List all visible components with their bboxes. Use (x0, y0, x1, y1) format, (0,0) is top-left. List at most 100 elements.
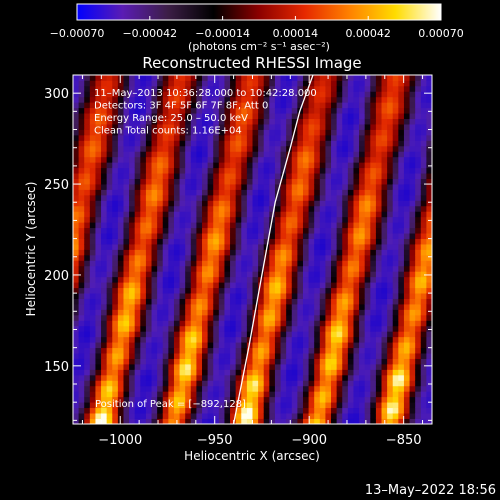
heatmap-cell (291, 151, 298, 158)
heatmap-cell (370, 107, 377, 114)
heatmap-cell (196, 80, 203, 87)
heatmap-cell (364, 227, 371, 234)
heatmap-cell (274, 374, 281, 381)
heatmap-cell (347, 162, 354, 169)
heatmap-cell (325, 124, 332, 130)
heatmap-cell (134, 194, 141, 201)
heatmap-cell (409, 385, 416, 392)
heatmap-cell (359, 113, 366, 120)
heatmap-cell (336, 380, 343, 387)
heatmap-cell (89, 293, 96, 299)
heatmap-cell (392, 189, 399, 196)
heatmap-cell (162, 374, 169, 381)
heatmap-cell (280, 184, 287, 190)
heatmap-cell (274, 391, 281, 398)
heatmap-cell (420, 287, 427, 294)
heatmap-cell (258, 293, 265, 299)
heatmap-cell (387, 358, 394, 365)
heatmap-cell (392, 380, 399, 387)
heatmap-cell (347, 205, 354, 212)
heatmap-cell (241, 336, 248, 343)
heatmap-cell (185, 353, 192, 359)
heatmap-cell (308, 189, 315, 196)
heatmap-cell (308, 200, 315, 207)
heatmap-cell (95, 282, 102, 289)
heatmap-cell (134, 102, 141, 109)
heatmap-cell (381, 233, 388, 239)
heatmap-cell (173, 113, 180, 120)
heatmap-cell (168, 358, 175, 365)
heatmap-cell (258, 211, 265, 218)
heatmap-cell (134, 254, 141, 261)
heatmap-cell (387, 189, 394, 196)
heatmap-cell (269, 96, 276, 103)
heatmap-cell (336, 336, 343, 343)
heatmap-cell (375, 331, 382, 338)
heatmap-cell (196, 413, 203, 419)
heatmap-cell (101, 113, 108, 120)
heatmap-cell (190, 331, 197, 338)
heatmap-cell (123, 325, 130, 332)
heatmap-cell (95, 385, 102, 392)
heatmap-cell (336, 413, 343, 419)
heatmap-cell (151, 276, 158, 283)
heatmap-cell (202, 391, 209, 398)
heatmap-cell (218, 118, 225, 125)
heatmap-cell (129, 75, 136, 81)
heatmap-cell (101, 75, 108, 81)
heatmap-cell (168, 304, 175, 310)
heatmap-cell (291, 222, 298, 229)
heatmap-cell (274, 145, 281, 152)
heatmap-cell (258, 342, 265, 349)
heatmap-cell (426, 80, 432, 87)
heatmap-cell (426, 320, 432, 327)
heatmap-cell (420, 167, 427, 174)
heatmap-cell (173, 260, 180, 267)
heatmap-cell (370, 184, 377, 190)
heatmap-cell (353, 211, 360, 218)
heatmap-cell (325, 184, 332, 190)
heatmap-cell (263, 364, 270, 370)
heatmap-cell (415, 85, 422, 92)
heatmap-cell (359, 211, 366, 218)
heatmap-cell (291, 374, 298, 381)
heatmap-cell (241, 85, 248, 92)
heatmap-cell (297, 85, 304, 92)
heatmap-cell (95, 314, 102, 321)
heatmap-cell (117, 178, 124, 185)
heatmap-cell (415, 385, 422, 392)
heatmap-cell (202, 276, 209, 283)
heatmap-cell (387, 385, 394, 392)
heatmap-cell (190, 276, 197, 283)
heatmap-cell (392, 418, 399, 424)
heatmap-cell (269, 75, 276, 81)
heatmap-cell (297, 211, 304, 218)
heatmap-cell (280, 173, 287, 180)
heatmap-cell (213, 282, 220, 289)
heatmap-cell (392, 107, 399, 114)
heatmap-cell (157, 156, 164, 163)
heatmap-cell (230, 156, 237, 163)
heatmap-cell (375, 205, 382, 212)
heatmap-cell (342, 145, 349, 152)
heatmap-cell (314, 287, 321, 294)
heatmap-cell (319, 364, 326, 370)
heatmap-cell (387, 178, 394, 185)
heatmap-cell (387, 304, 394, 310)
heatmap-cell (162, 287, 169, 294)
heatmap-cell (173, 407, 180, 414)
heatmap-cell (145, 134, 152, 141)
heatmap-cell (415, 227, 422, 234)
heatmap-cell (168, 353, 175, 359)
heatmap-cell (89, 205, 96, 212)
heatmap-cell (331, 374, 338, 381)
heatmap-cell (336, 85, 343, 92)
heatmap-cell (308, 358, 315, 365)
heatmap-cell (89, 151, 96, 158)
heatmap-cell (207, 216, 214, 223)
heatmap-cell (73, 391, 80, 398)
heatmap-cell (392, 374, 399, 381)
heatmap-cell (117, 407, 124, 414)
heatmap-cell (347, 260, 354, 267)
heatmap-cell (157, 80, 164, 87)
